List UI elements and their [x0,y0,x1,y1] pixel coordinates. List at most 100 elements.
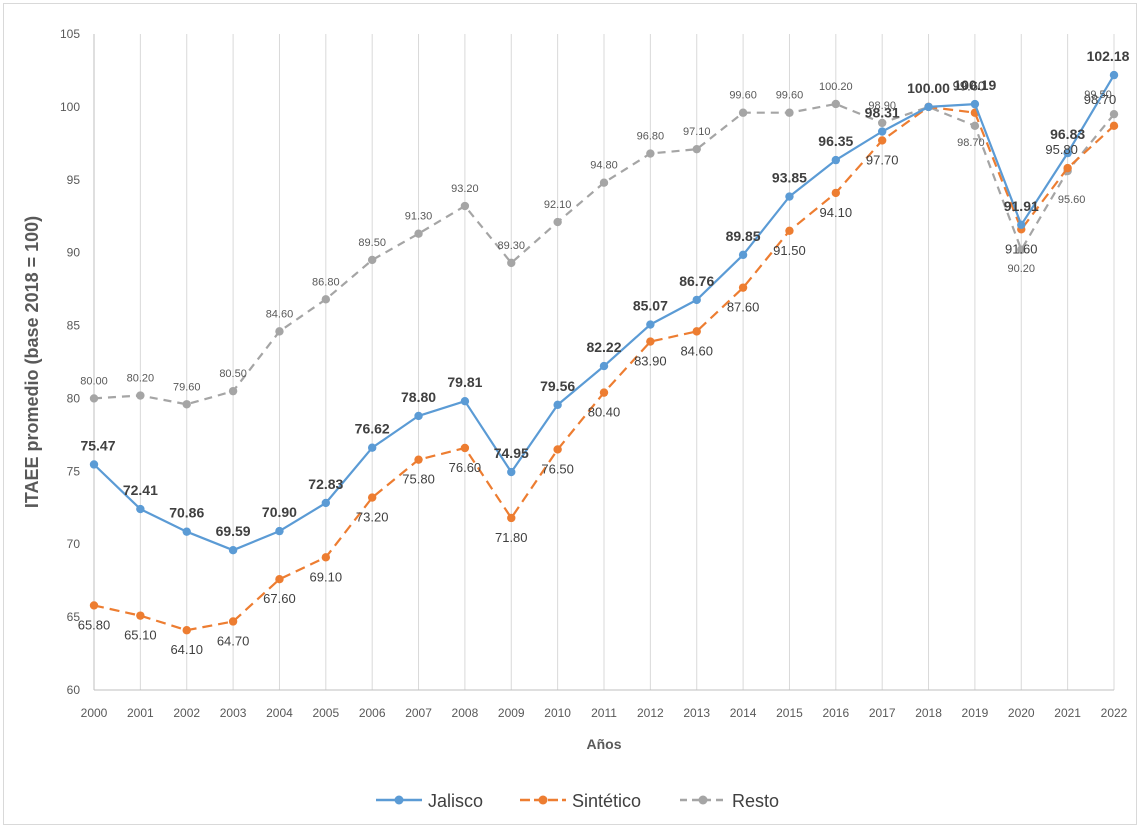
data-point [507,513,516,523]
x-tick-label: 2009 [498,706,525,720]
data-label-resto: 96.80 [637,131,665,143]
data-label-jalisco: 102.18 [1087,48,1130,64]
data-point [738,250,748,260]
x-tick-label: 2021 [1054,706,1081,720]
data-label-jalisco: 74.95 [494,445,529,461]
data-label-jalisco: 96.35 [818,133,853,149]
x-tick-label: 2002 [173,706,200,720]
data-label-resto: 80.00 [80,375,108,387]
x-tick-label: 2014 [730,706,757,720]
x-tick-label: 2022 [1101,706,1128,720]
data-point [136,504,145,514]
data-point [228,386,238,396]
data-label-jalisco: 85.07 [633,298,668,314]
data-label-jalisco: 93.85 [772,170,807,186]
x-tick-label: 2007 [405,706,432,720]
data-label-jalisco: 86.76 [679,273,714,289]
data-label-jalisco: 70.90 [262,504,297,520]
data-label-jalisco: 72.41 [123,482,158,498]
data-label-sintetico: 64.10 [170,642,203,657]
y-tick-label: 100 [60,100,80,114]
data-label-resto: 80.50 [219,368,247,380]
data-label-jalisco: 79.56 [540,378,575,394]
data-point [136,611,145,620]
data-point [646,320,655,329]
data-point [692,295,701,305]
data-point [924,102,933,112]
x-tick-label: 2008 [452,706,479,720]
x-tick-label: 2000 [81,706,108,720]
data-point [877,136,887,145]
data-label-sintetico: 87.60 [727,300,760,315]
data-point [136,391,145,400]
legend-swatch-marker [538,795,548,805]
data-label-sintetico: 67.60 [263,591,296,606]
data-point [414,411,423,421]
data-point [182,400,191,409]
data-label-jalisco: 78.80 [401,389,436,405]
data-point [414,229,423,238]
y-tick-label: 90 [67,246,81,260]
data-label-jalisco: 70.86 [169,505,204,521]
data-point [877,127,887,136]
data-label-resto: 94.80 [590,160,618,172]
data-point [1109,109,1119,119]
data-label-sintetico: 91.50 [773,243,806,258]
x-tick-label: 2019 [962,706,989,720]
data-point [599,178,609,187]
x-tick-label: 2013 [683,706,710,720]
data-label-resto: 89.50 [358,237,386,249]
x-axis-title: Años [587,736,622,752]
data-label-sintetico: 76.60 [449,460,482,475]
data-point [367,443,377,452]
data-point [89,394,99,403]
x-tick-label: 2017 [869,706,896,720]
x-tick-label: 2012 [637,706,664,720]
data-point [553,217,562,227]
data-label-jalisco: 100.19 [953,77,996,93]
data-point [738,108,748,117]
legend-swatch-marker [394,795,404,805]
data-label-jalisco: 82.22 [586,339,621,355]
data-label-resto: 95.60 [1058,194,1086,206]
data-label-jalisco: 100.00 [907,80,950,96]
data-label-sintetico: 91.60 [1005,241,1038,256]
data-point [507,467,516,477]
x-tick-label: 2003 [220,706,247,720]
data-point [460,201,470,211]
data-point [1109,70,1119,80]
data-label-resto: 92.10 [544,199,572,211]
data-label-sintetico: 84.60 [680,343,713,358]
data-label-sintetico: 97.70 [866,152,899,167]
data-point [785,226,794,235]
x-tick-label: 2001 [127,706,154,720]
x-tick-label: 2016 [822,706,849,720]
x-tick-label: 2020 [1008,706,1035,720]
data-point [367,493,377,502]
data-point [646,149,655,158]
data-label-jalisco: 69.59 [216,523,251,539]
legend-item-sintético: Sintético [520,791,641,811]
data-label-resto: 91.30 [405,211,433,223]
data-label-resto: 90.20 [1008,263,1036,275]
data-point [89,601,99,610]
data-point [275,526,284,536]
data-point [599,361,609,371]
data-label-sintetico: 80.40 [588,405,621,420]
data-point [367,255,377,265]
data-point [182,626,191,635]
data-label-sintetico: 65.80 [78,617,111,632]
data-point [507,258,516,268]
data-point [182,527,191,536]
chart-frame [3,3,1137,825]
data-point [831,99,841,109]
data-label-sintetico: 75.80 [402,472,435,487]
legend-label: Jalisco [428,791,483,811]
data-point [275,575,284,584]
x-tick-label: 2004 [266,706,293,720]
data-label-sintetico: 65.10 [124,628,157,643]
data-label-resto: 97.10 [683,126,711,138]
data-label-sintetico: 76.50 [541,461,574,476]
data-point [321,553,331,562]
